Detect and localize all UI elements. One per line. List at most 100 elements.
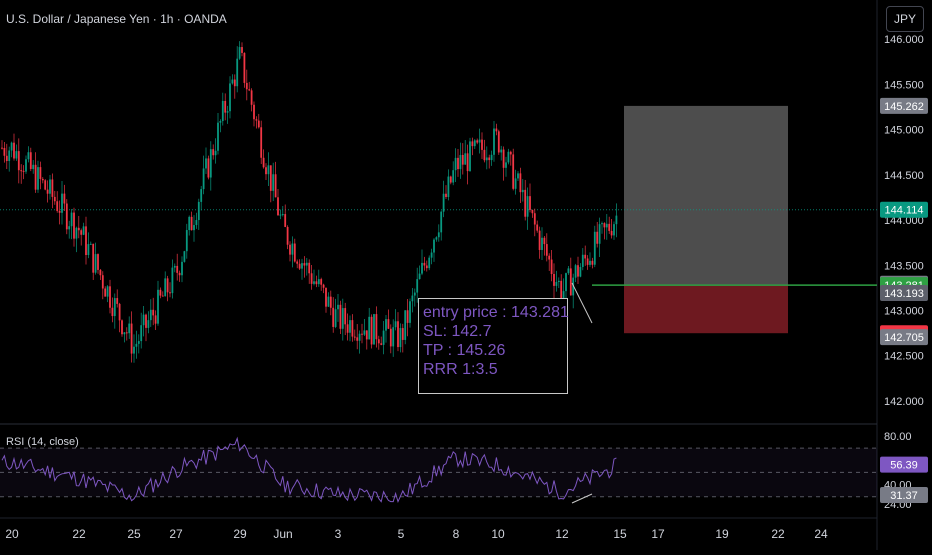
candle-body — [591, 260, 594, 265]
candle-body — [99, 269, 102, 276]
candle-body — [32, 164, 35, 170]
candle-body — [416, 279, 419, 293]
candle-body — [569, 268, 572, 296]
candle-body — [598, 224, 601, 244]
price-tag-label: 143.193 — [884, 288, 924, 300]
candle-body — [123, 332, 126, 335]
candle-body — [411, 295, 414, 302]
candle-body — [257, 120, 260, 128]
candle-body — [209, 149, 212, 178]
candle-body — [565, 273, 567, 292]
price-tick-label: 143.500 — [884, 260, 924, 272]
candle-body — [111, 307, 114, 317]
candle-body — [195, 220, 198, 226]
time-axis-label: Jun — [273, 527, 292, 541]
candle-body — [63, 193, 66, 204]
candle-body — [380, 343, 383, 345]
candle-body — [317, 279, 320, 285]
candle-body — [173, 265, 176, 268]
candle-body — [483, 149, 486, 161]
candle-body — [51, 179, 54, 197]
candle-body — [82, 226, 85, 235]
candle-body — [526, 196, 529, 217]
candle-body — [46, 189, 49, 194]
candle-body — [519, 173, 522, 193]
price-tag-label: 145.262 — [884, 101, 924, 113]
candle-body — [464, 153, 467, 165]
candle-body — [214, 150, 217, 156]
candle-body — [41, 178, 44, 181]
candle-body — [533, 213, 536, 225]
price-tag-bg — [880, 329, 928, 346]
candle-body — [25, 159, 27, 172]
candle-body — [200, 189, 203, 202]
candle-body — [176, 265, 179, 273]
candle-body — [601, 223, 603, 225]
candle-body — [337, 304, 339, 310]
candle-body — [562, 291, 565, 301]
candle-body — [3, 147, 6, 156]
candle-body — [507, 151, 510, 163]
candle-body — [58, 210, 61, 213]
candle-body — [377, 339, 380, 344]
candle-body — [610, 230, 613, 236]
candle-body — [457, 157, 459, 170]
price-tick-label: 142.500 — [884, 351, 924, 363]
candle-body — [430, 252, 433, 258]
candle-body — [61, 193, 63, 213]
candle-body — [154, 315, 157, 324]
candle-body — [164, 278, 167, 297]
candle-body — [77, 227, 80, 231]
candle-body — [181, 261, 183, 276]
candle-body — [217, 122, 219, 151]
candle-body — [320, 279, 323, 285]
symbol-title: U.S. Dollar / Japanese Yen · 1h · OANDA — [6, 12, 227, 26]
candle-body — [473, 140, 476, 147]
candle-body — [370, 316, 373, 345]
rsi-tag-bg — [880, 487, 928, 504]
currency-button[interactable]: JPY — [886, 6, 924, 32]
candle-body — [392, 327, 395, 347]
candle-body — [185, 230, 188, 252]
candle-body — [550, 259, 553, 274]
candle-body — [401, 328, 404, 340]
candle-body — [135, 343, 138, 347]
time-axis-label: 22 — [771, 527, 785, 541]
candle-body — [305, 262, 308, 266]
candle-body — [284, 214, 287, 227]
candle-body — [171, 267, 174, 294]
take-profit-zone — [624, 105, 788, 286]
candle-body — [447, 176, 450, 197]
candle-body — [255, 119, 258, 121]
candle-body — [260, 127, 263, 158]
candle-body — [577, 265, 579, 277]
candle-body — [493, 128, 495, 155]
candle-body — [250, 90, 253, 105]
time-axis-label: 29 — [233, 527, 247, 541]
candle-body — [226, 111, 229, 113]
candle-body — [509, 151, 512, 155]
candle-body — [37, 167, 39, 190]
divergence-line — [571, 282, 593, 324]
candle-body — [190, 216, 193, 231]
price-tick-label: 142.000 — [884, 396, 924, 408]
time-axis-label: 15 — [613, 527, 627, 541]
candle-body — [301, 263, 303, 269]
candle-body — [502, 149, 505, 168]
rsi-tag-bg — [880, 456, 928, 473]
candle-body — [433, 239, 435, 253]
candle-body — [157, 289, 159, 324]
rsi-tag-label: 31.37 — [890, 490, 918, 502]
candle-body — [221, 100, 224, 122]
candle-body — [476, 140, 479, 143]
candle-body — [44, 180, 47, 190]
price-tag-bg — [880, 97, 928, 114]
candle-body — [219, 121, 222, 123]
rsi-tick-label: 80.00 — [884, 431, 912, 443]
candle-body — [574, 265, 577, 278]
candle-body — [224, 100, 227, 113]
candle-body — [581, 254, 584, 267]
trade-annotation[interactable]: entry price : 143.281 SL: 142.7 TP : 145… — [418, 298, 569, 394]
